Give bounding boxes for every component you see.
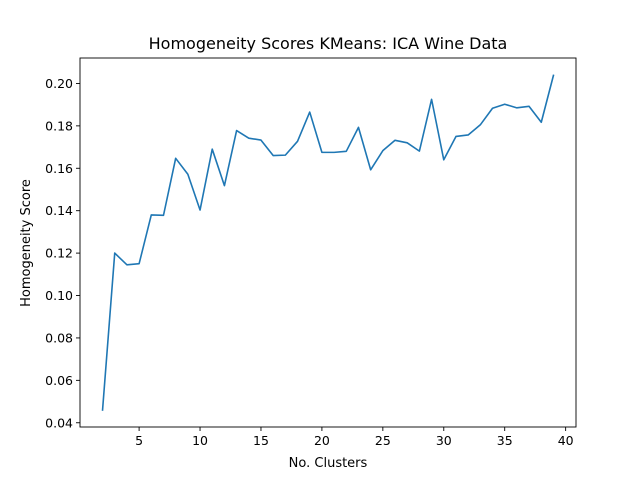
- series-line-0: [101, 74, 555, 411]
- y-tick-label: 0.12: [45, 246, 73, 261]
- plot-layer: 5 10 15 20 25 30 35 40 0.04 0.06 0.08 0.10 0.12 0.14 0…: [45, 57, 577, 448]
- x-tick-label: 10: [192, 433, 208, 448]
- y-tick-label: 0.06: [45, 373, 73, 388]
- x-tick-label: 30: [436, 433, 452, 448]
- x-axis-title: No. Clusters: [289, 456, 368, 471]
- y-tick-label: 0.08: [45, 330, 73, 345]
- x-tick-label: 15: [253, 433, 269, 448]
- y-axis-title: Homogeneity Score: [19, 179, 34, 307]
- y-tick-label: 0.10: [45, 288, 73, 303]
- y-tick-label: 0.18: [45, 118, 73, 133]
- x-tick-label: 35: [497, 433, 513, 448]
- y-tick-label: 0.04: [45, 415, 73, 430]
- chart-title: Homogeneity Scores KMeans: ICA Wine Data: [149, 34, 508, 53]
- plot-frame: [79, 57, 577, 428]
- y-tick-label: 0.16: [45, 161, 73, 176]
- x-tick-label: 25: [375, 433, 391, 448]
- x-tick-label: 40: [558, 433, 574, 448]
- x-tick-label: 5: [135, 433, 143, 448]
- x-tick-label: 20: [314, 433, 330, 448]
- y-tick-label: 0.20: [45, 76, 73, 91]
- y-tick-label: 0.14: [45, 203, 73, 218]
